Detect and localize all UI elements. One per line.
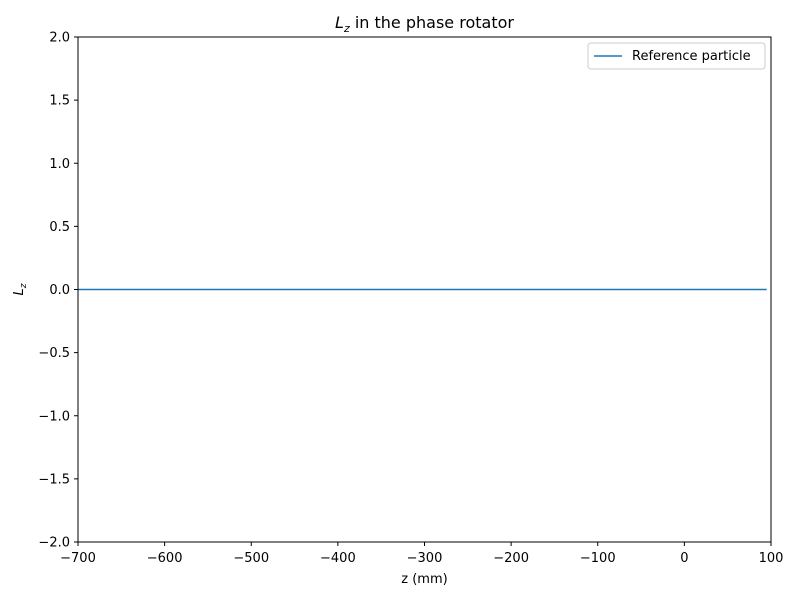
- x-tick-label: −700: [60, 551, 96, 566]
- y-axis-label: Lz: [12, 283, 29, 295]
- legend-box: [587, 42, 766, 70]
- y-label-symbol: L: [12, 288, 27, 295]
- x-tick-label: 0: [680, 551, 688, 566]
- y-tick-label: −0.5: [38, 346, 70, 361]
- plot-frame: [77, 36, 772, 543]
- chart-title: Lz in the phase rotator: [335, 13, 514, 35]
- x-tick-label: −200: [493, 551, 529, 566]
- y-tick-label: −2.0: [38, 536, 70, 551]
- x-tick-label: −100: [580, 551, 616, 566]
- x-axis-label: z (mm): [401, 572, 447, 587]
- x-tick-label: −400: [320, 551, 356, 566]
- y-tick-label: −1.5: [38, 472, 70, 487]
- y-tick-label: 0.0: [49, 283, 70, 298]
- y-tick-label: 0.5: [49, 220, 70, 235]
- x-tick-label: 100: [759, 551, 784, 566]
- y-tick-label: −1.0: [38, 409, 70, 424]
- y-label-subscript: z: [19, 283, 29, 289]
- y-tick-label: 2.0: [49, 31, 70, 46]
- y-tick-label: 1.5: [49, 94, 70, 109]
- legend-label-reference-particle: Reference particle: [632, 49, 751, 64]
- title-rest: in the phase rotator: [350, 13, 515, 32]
- y-tick-label: 1.0: [49, 157, 70, 172]
- x-tick-label: −600: [147, 551, 183, 566]
- y-axis-ticks: −2.0 −1.5 −1.0 −0.5 0.0 0.5 1.0 1.5 2.0: [38, 31, 78, 551]
- title-subscript: z: [343, 22, 350, 35]
- x-tick-label: −500: [233, 551, 269, 566]
- x-tick-label: −300: [407, 551, 443, 566]
- title-symbol: L: [335, 13, 344, 32]
- legend: Reference particle: [587, 42, 766, 70]
- x-axis-ticks: −700 −600 −500 −400 −300 −200 −100 0 100: [60, 542, 783, 566]
